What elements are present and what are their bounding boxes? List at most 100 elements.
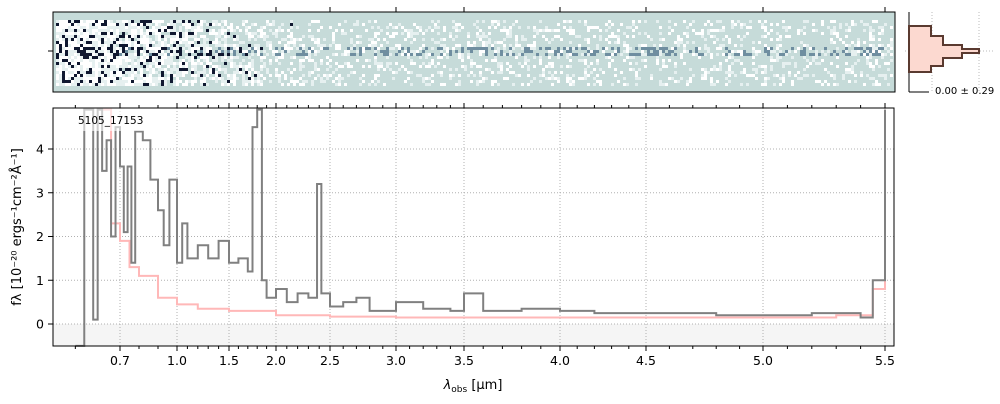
2d-pixel <box>494 56 497 59</box>
2d-pixel <box>815 62 818 65</box>
2d-pixel <box>71 44 74 47</box>
2d-pixel <box>677 35 680 38</box>
2d-pixel <box>473 41 476 44</box>
2d-pixel <box>284 44 287 47</box>
2d-pixel <box>701 32 704 35</box>
2d-pixel <box>224 29 227 32</box>
2d-pixel <box>689 68 692 71</box>
2d-pixel <box>512 47 515 50</box>
2d-pixel <box>68 50 71 53</box>
2d-pixel <box>263 26 266 29</box>
2d-pixel <box>59 83 62 86</box>
2d-pixel <box>62 74 65 77</box>
2d-pixel <box>782 20 785 23</box>
2d-pixel <box>635 53 638 56</box>
2d-pixel <box>557 80 560 83</box>
2d-pixel <box>284 38 287 41</box>
2d-pixel <box>113 65 116 68</box>
2d-pixel <box>389 68 392 71</box>
2d-pixel <box>170 23 173 26</box>
2d-pixel <box>287 29 290 32</box>
2d-pixel <box>686 83 689 86</box>
2d-pixel <box>155 26 158 29</box>
2d-pixel <box>110 20 113 23</box>
2d-pixel <box>608 65 611 68</box>
2d-pixel <box>491 20 494 23</box>
2d-pixel <box>113 71 116 74</box>
2d-pixel <box>884 23 887 26</box>
2d-pixel <box>164 71 167 74</box>
2d-pixel <box>59 20 62 23</box>
2d-pixel <box>197 47 200 50</box>
2d-pixel <box>869 47 872 50</box>
2d-pixel <box>497 50 500 53</box>
2d-pixel <box>224 47 227 50</box>
2d-pixel <box>143 65 146 68</box>
2d-pixel <box>626 50 629 53</box>
2d-pixel <box>68 80 71 83</box>
2d-pixel <box>539 80 542 83</box>
2d-pixel <box>332 71 335 74</box>
2d-pixel <box>380 62 383 65</box>
2d-pixel <box>113 26 116 29</box>
2d-pixel <box>584 38 587 41</box>
2d-pixel <box>194 38 197 41</box>
2d-pixel <box>830 20 833 23</box>
2d-pixel <box>122 35 125 38</box>
2d-pixel <box>338 74 341 77</box>
2d-pixel <box>773 83 776 86</box>
2d-pixel <box>89 50 92 53</box>
2d-pixel <box>62 44 65 47</box>
2d-pixel <box>527 44 530 47</box>
2d-pixel <box>545 53 548 56</box>
2d-pixel <box>332 53 335 56</box>
2d-pixel <box>659 53 662 56</box>
2d-pixel <box>146 26 149 29</box>
2d-pixel <box>212 77 215 80</box>
2d-pixel <box>515 35 518 38</box>
2d-pixel <box>95 83 98 86</box>
2d-pixel <box>110 62 113 65</box>
2d-pixel <box>479 29 482 32</box>
2d-pixel <box>158 20 161 23</box>
2d-pixel <box>119 59 122 62</box>
2d-pixel <box>614 53 617 56</box>
2d-pixel <box>284 77 287 80</box>
x-tick-label: 1.0 <box>167 353 187 368</box>
2d-pixel <box>107 20 110 23</box>
2d-pixel <box>95 26 98 29</box>
2d-pixel <box>74 41 77 44</box>
2d-pixel <box>74 74 77 77</box>
2d-pixel <box>317 74 320 77</box>
2d-pixel <box>662 59 665 62</box>
2d-pixel <box>377 65 380 68</box>
2d-pixel <box>191 56 194 59</box>
2d-pixel <box>215 35 218 38</box>
2d-pixel <box>104 32 107 35</box>
2d-pixel <box>716 80 719 83</box>
2d-pixel <box>764 35 767 38</box>
2d-pixel <box>701 77 704 80</box>
2d-pixel <box>59 56 62 59</box>
y-tick-label: 3 <box>36 185 44 200</box>
2d-pixel <box>395 71 398 74</box>
2d-pixel <box>254 47 257 50</box>
2d-pixel <box>176 20 179 23</box>
2d-pixel <box>815 29 818 32</box>
2d-pixel <box>248 47 251 50</box>
2d-pixel <box>125 41 128 44</box>
2d-pixel <box>857 38 860 41</box>
2d-pixel <box>692 41 695 44</box>
2d-pixel <box>164 83 167 86</box>
2d-pixel <box>170 20 173 23</box>
2d-pixel <box>116 26 119 29</box>
2d-pixel <box>68 26 71 29</box>
2d-pixel <box>458 56 461 59</box>
2d-pixel <box>548 77 551 80</box>
2d-pixel <box>62 68 65 71</box>
2d-pixel <box>242 53 245 56</box>
2d-pixel <box>419 29 422 32</box>
2d-pixel <box>680 38 683 41</box>
2d-pixel <box>92 29 95 32</box>
2d-pixel <box>185 38 188 41</box>
